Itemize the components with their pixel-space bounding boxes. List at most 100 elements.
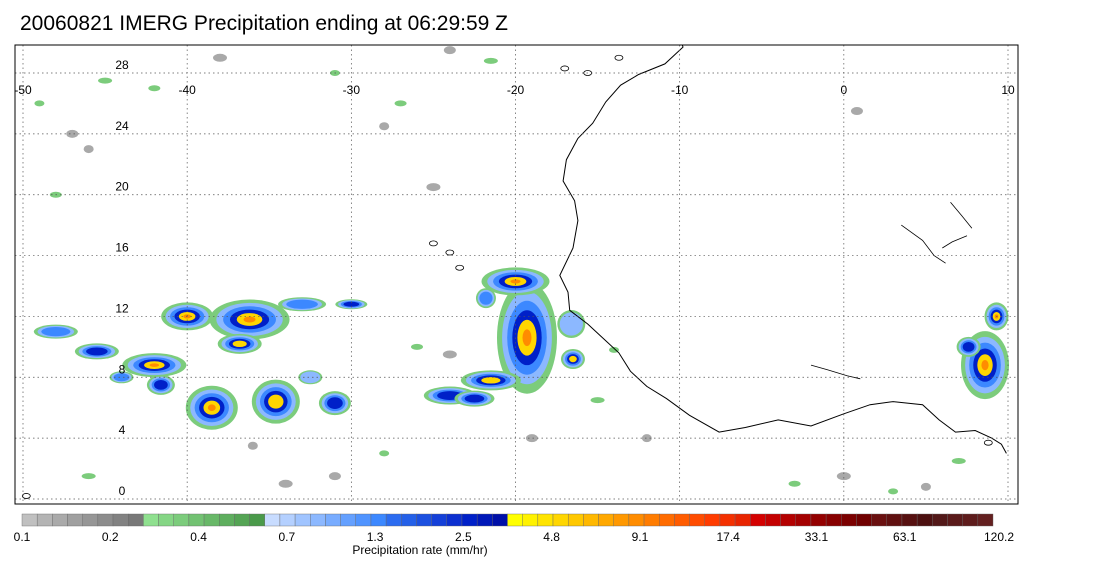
colorbar-swatch [871, 513, 888, 527]
latitude-label: 28 [115, 58, 129, 72]
colorbar-swatch [947, 513, 963, 527]
colorbar-swatch [461, 513, 478, 527]
precip-area [888, 488, 899, 495]
colorbar-swatch [674, 513, 690, 527]
precip-area [788, 480, 801, 487]
colorbar-swatch [643, 513, 660, 527]
colorbar-tick-label: 0.7 [278, 530, 295, 544]
river-outline [901, 224, 946, 264]
colorbar-swatch [507, 513, 523, 527]
precip-area [850, 107, 863, 116]
precip-area [327, 397, 343, 410]
longitude-label: 0 [840, 83, 847, 97]
precip-area [510, 279, 521, 284]
colorbar-swatch [734, 513, 751, 527]
colorbar-tick-label: 9.1 [632, 530, 649, 544]
colorbar-swatch [810, 513, 827, 527]
precip-area [394, 100, 407, 107]
river-outline [810, 364, 861, 380]
colorbar-swatch [841, 513, 857, 527]
colorbar-swatch [249, 513, 265, 527]
latitude-labels: 28 24 20 16 12 8 4 0 [115, 58, 129, 498]
colorbar-swatch [825, 513, 842, 527]
colorbar-swatch [476, 513, 493, 527]
colorbar-swatch [901, 513, 918, 527]
colorbar-swatch [310, 513, 326, 527]
latitude-label: 24 [115, 119, 129, 133]
precip-area [981, 360, 989, 371]
colorbar-swatch [97, 513, 114, 527]
longitude-label: 10 [1001, 83, 1015, 97]
colorbar-swatch [932, 513, 948, 527]
latitude-label: 4 [119, 423, 126, 437]
colorbar-swatch [689, 513, 705, 527]
precip-area [207, 404, 216, 412]
colorbar-tick-label: 33.1 [805, 530, 829, 544]
precip-area [559, 312, 583, 336]
island-outline [614, 54, 624, 61]
precip-area [66, 129, 79, 138]
longitude-labels: -50 -40 -30 -20 -10 0 10 [14, 83, 1015, 97]
precip-area [81, 473, 96, 480]
precip-area [343, 301, 360, 307]
colorbar-swatch [355, 513, 372, 527]
colorbar-tick-label: 0.1 [14, 530, 31, 544]
precip-area [113, 373, 130, 382]
colorbar-swatch [522, 513, 539, 527]
precip-area [443, 46, 456, 55]
colorbar-swatch [795, 513, 812, 527]
precip-area [442, 350, 457, 359]
precip-area [426, 183, 441, 192]
colorbar-swatch [613, 513, 630, 527]
map-frame [14, 44, 1019, 505]
precip-area [232, 340, 247, 348]
island-outline [560, 65, 570, 72]
colorbar-swatch [598, 513, 614, 527]
colorbar-swatch [21, 513, 38, 527]
colorbar-tick-labels: 0.1 0.2 0.4 0.7 1.3 2.5 4.8 9.1 17.4 33.1 63.1 120.… [14, 530, 1015, 544]
precip-area [411, 343, 423, 350]
colorbar-swatch [962, 513, 979, 527]
island-outline [983, 439, 993, 446]
colorbar-tick-label: 0.2 [102, 530, 119, 544]
colorbar-swatch [431, 513, 448, 527]
colorbar-swatch [127, 513, 144, 527]
colorbar-swatch [279, 513, 296, 527]
colorbar-swatch [173, 513, 190, 527]
precip-area [951, 457, 966, 464]
colorbar-label: Precipitation rate (mm/hr) [352, 543, 487, 557]
map-title: 20060821 IMERG Precipitation ending at 0… [20, 12, 508, 35]
colorbar-swatch [856, 513, 872, 527]
latitude-label: 12 [115, 301, 129, 315]
precip-area [328, 472, 341, 481]
colorbar-swatch [67, 513, 83, 527]
latitude-label: 0 [119, 484, 126, 498]
colorbar-swatch [916, 513, 933, 527]
colorbar-swatch [294, 513, 311, 527]
longitude-label: -30 [343, 83, 361, 97]
latitude-label: 20 [115, 180, 129, 194]
longitude-label: -40 [178, 83, 196, 97]
colorbar-swatch [325, 513, 341, 527]
colorbar-swatch [583, 513, 599, 527]
precip-area [379, 122, 390, 131]
island-outline [455, 264, 465, 271]
colorbar-swatch [143, 513, 159, 527]
precip-area [98, 77, 113, 84]
latitude-label: 8 [119, 362, 126, 376]
colorbar-swatch [340, 513, 356, 527]
precip-area [379, 450, 390, 457]
precip-area [481, 377, 501, 384]
colorbar-tick-label: 17.4 [717, 530, 741, 544]
colorbar-swatch [537, 513, 554, 527]
precip-area [464, 394, 485, 403]
colorbar-swatch [112, 513, 129, 527]
precip-area [641, 434, 652, 443]
colorbar-swatch [219, 513, 235, 527]
precip-area [479, 291, 493, 305]
precip-area [213, 53, 227, 62]
colorbar-tick-label: 4.8 [543, 530, 560, 544]
precip-area [609, 346, 619, 353]
colorbar-swatch [446, 513, 463, 527]
